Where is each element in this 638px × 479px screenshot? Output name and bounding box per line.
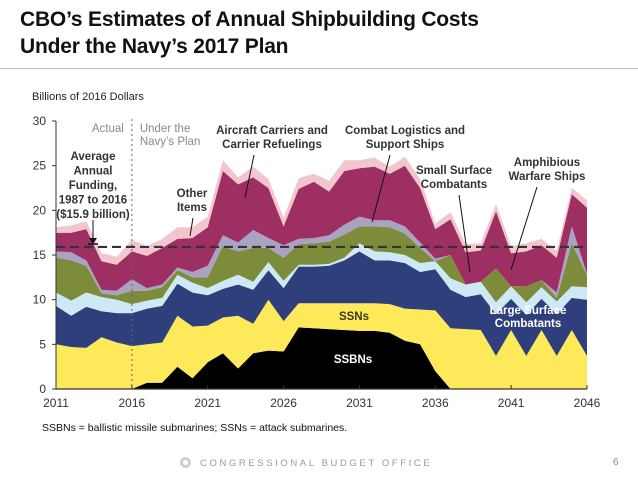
y-tick-label: 25 xyxy=(33,159,47,173)
annotation-large-surface-line: Combatants xyxy=(495,318,561,330)
annotation-other-items-line: Other xyxy=(177,188,208,200)
annotation-ssns: SSNs xyxy=(339,311,369,323)
divider-label-plan: Under the xyxy=(140,123,191,135)
leader-small-surface xyxy=(458,194,471,273)
annotation-other-items-line: Items xyxy=(177,202,207,214)
annotation-combat-logistics: Combat Logistics and Support Ships xyxy=(345,125,465,151)
annotation-large-surface-line: Large Surface xyxy=(490,305,567,317)
slide-title-line2: Under the Navy’s 2017 Plan xyxy=(20,35,289,58)
annotation-amphibious: Amphibious Warfare Ships xyxy=(509,157,586,183)
chart-note: SSBNs = ballistic missile submarines; SS… xyxy=(42,422,348,434)
page-number: 6 xyxy=(613,457,619,468)
area-amphibious-warfare-ships xyxy=(56,226,587,305)
x-tick-label: 2046 xyxy=(574,396,601,410)
area-layers xyxy=(56,156,587,389)
annotation-aircraft-carriers: Aircraft Carriers and Carrier Refuelings xyxy=(216,125,328,151)
x-tick-label: 2011 xyxy=(43,396,69,410)
x-tick-label: 2021 xyxy=(194,396,221,410)
annotation-amphibious-line: Amphibious xyxy=(514,157,580,169)
annotation-amphibious-line: Warfare Ships xyxy=(509,171,586,183)
x-tick-label: 2016 xyxy=(119,396,146,410)
annotations: Average Annual Funding, 1987 to 2016 ($15.9 … xyxy=(56,125,585,366)
x-tick-label: 2026 xyxy=(270,396,297,410)
y-axis-label: Billions of 2016 Dollars xyxy=(32,91,144,103)
title-divider xyxy=(0,68,638,69)
area-ssbns xyxy=(56,327,587,389)
slide-title: CBO’s Estimates of Annual Shipbuilding C… xyxy=(20,6,479,60)
y-tick-label: 20 xyxy=(33,203,47,217)
annotation-small-surface-line: Small Surface xyxy=(416,165,492,177)
annotation-aircraft-carriers-line: Carrier Refuelings xyxy=(222,139,322,151)
annotation-aircraft-carriers-line: Aircraft Carriers and xyxy=(216,125,328,137)
annotation-other-items: Other Items xyxy=(177,188,208,214)
slide-title-line1: CBO’s Estimates of Annual Shipbuilding C… xyxy=(20,8,479,31)
annotation-small-surface: Small Surface Combatants xyxy=(416,165,492,191)
footer-org: CONGRESSIONAL BUDGET OFFICE xyxy=(200,458,433,469)
annotation-small-surface-line: Combatants xyxy=(421,179,487,191)
annotation-average-funding-line: Annual xyxy=(74,166,113,178)
area-other-items xyxy=(56,156,587,265)
y-tick-label: 0 xyxy=(39,382,46,396)
axes: 0 5 10 15 20 25 30 2011 2016 2021 2026 2031 2036 2041… xyxy=(33,114,601,410)
arrow-average-funding xyxy=(89,238,97,244)
divider-label-plan-line2: Navy’s Plan xyxy=(140,136,201,148)
annotation-average-funding-line: Funding, xyxy=(69,180,118,192)
x-tick-label: 2036 xyxy=(422,396,449,410)
leader-aircraft-carriers xyxy=(244,154,255,199)
annotation-average-funding-line: ($15.9 billion) xyxy=(56,209,130,221)
annotation-ssbns: SSBNs xyxy=(334,354,372,366)
y-tick-label: 5 xyxy=(39,337,46,351)
y-tick-label: 10 xyxy=(33,293,47,307)
area-aircraft-carriers-and-carrier-refuelings xyxy=(56,165,587,293)
annotation-combat-logistics-line: Support Ships xyxy=(366,139,445,151)
annotation-ssns-line: SSNs xyxy=(339,311,369,323)
annotation-average-funding: Average Annual Funding, 1987 to 2016 ($15.9 … xyxy=(56,151,130,221)
y-tick-label: 15 xyxy=(33,248,47,262)
annotation-average-funding-line: Average xyxy=(71,151,116,163)
annotation-average-funding-line: 1987 to 2016 xyxy=(59,195,127,207)
leader-combat-logistics xyxy=(371,154,391,223)
x-tick-label: 2041 xyxy=(498,396,525,410)
annotation-combat-logistics-line: Combat Logistics and xyxy=(345,125,465,137)
y-tick-label: 30 xyxy=(33,114,47,128)
area-ssns xyxy=(56,299,587,389)
area-large-surface-combatants xyxy=(56,251,587,356)
leader-amphibious xyxy=(510,186,538,271)
area-small-surface-combatants xyxy=(56,243,587,316)
x-tick-label: 2031 xyxy=(346,396,373,410)
leader-other-items xyxy=(189,217,194,237)
cbo-logo-icon xyxy=(180,457,191,468)
annotation-ssbns-line: SSBNs xyxy=(334,354,372,366)
divider-label-actual: Actual xyxy=(92,123,124,135)
